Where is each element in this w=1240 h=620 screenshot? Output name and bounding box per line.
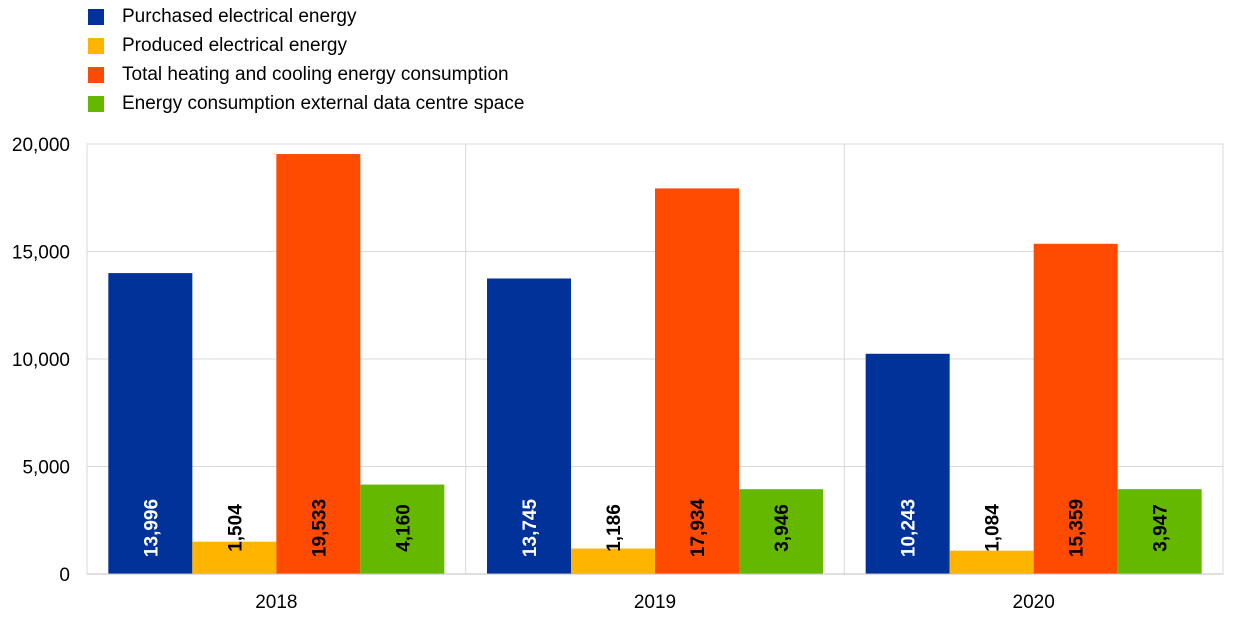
legend-item-heating-cooling-energy: Total heating and cooling energy consump… — [88, 60, 524, 89]
legend: Purchased electrical energy Produced ele… — [88, 2, 524, 118]
bar-2019-series-0 — [487, 278, 571, 574]
data-label-2018-series-0: 13,996 — [141, 499, 162, 557]
bar-2018-series-3 — [360, 484, 445, 574]
bar-2018-series-1 — [192, 541, 277, 574]
bar-2020-series-0 — [865, 353, 950, 574]
y-tick-label-20000: 20,000 — [12, 135, 70, 156]
data-label-2018-series-2: 19,533 — [309, 499, 330, 557]
legend-label-produced-electrical-energy: Produced electrical energy — [122, 34, 347, 56]
y-tick-label-0: 0 — [59, 565, 70, 586]
data-label-2020-series-2: 15,359 — [1067, 499, 1088, 557]
x-tick-label-2019: 2019 — [634, 592, 676, 613]
data-label-2019-series-1: 1,186 — [604, 504, 625, 552]
bar-2018-series-0 — [108, 273, 193, 574]
data-label-2020-series-1: 1,084 — [983, 504, 1004, 552]
x-tick-label-2018: 2018 — [255, 592, 297, 613]
legend-label-heating-cooling-energy: Total heating and cooling energy consump… — [122, 63, 509, 85]
data-label-2018-series-3: 4,160 — [393, 504, 414, 552]
data-label-2019-series-2: 17,934 — [688, 499, 709, 558]
x-tick-label-2020: 2020 — [1013, 592, 1055, 613]
legend-label-purchased-electrical-energy: Purchased electrical energy — [122, 5, 357, 27]
bar-2020-series-2 — [1033, 243, 1118, 574]
legend-item-purchased-electrical-energy: Purchased electrical energy — [88, 2, 524, 31]
bar-2020-series-1 — [949, 550, 1034, 574]
legend-swatch-external-data-centre-energy — [88, 95, 104, 112]
bar-2020-series-3 — [1117, 489, 1202, 574]
data-label-2019-series-3: 3,946 — [772, 504, 793, 552]
legend-swatch-produced-electrical-energy — [88, 37, 104, 54]
legend-swatch-heating-cooling-energy — [88, 66, 104, 83]
bar-2019-series-3 — [739, 489, 823, 574]
y-tick-label-15000: 15,000 — [12, 243, 70, 264]
data-label-2018-series-1: 1,504 — [225, 504, 246, 552]
y-tick-label-5000: 5,000 — [22, 458, 70, 479]
bar-2019-series-1 — [571, 548, 655, 574]
legend-label-external-data-centre-energy: Energy consumption external data centre … — [122, 92, 525, 114]
bar-2019-series-2 — [655, 188, 739, 574]
data-label-2019-series-0: 13,745 — [520, 499, 541, 558]
bar-2018-series-2 — [276, 154, 361, 574]
y-tick-label-10000: 10,000 — [12, 350, 70, 371]
legend-item-external-data-centre-energy: Energy consumption external data centre … — [88, 89, 524, 118]
legend-item-produced-electrical-energy: Produced electrical energy — [88, 31, 524, 60]
legend-swatch-purchased-electrical-energy — [88, 8, 104, 25]
data-label-2020-series-0: 10,243 — [899, 499, 920, 557]
data-label-2020-series-3: 3,947 — [1151, 504, 1172, 552]
